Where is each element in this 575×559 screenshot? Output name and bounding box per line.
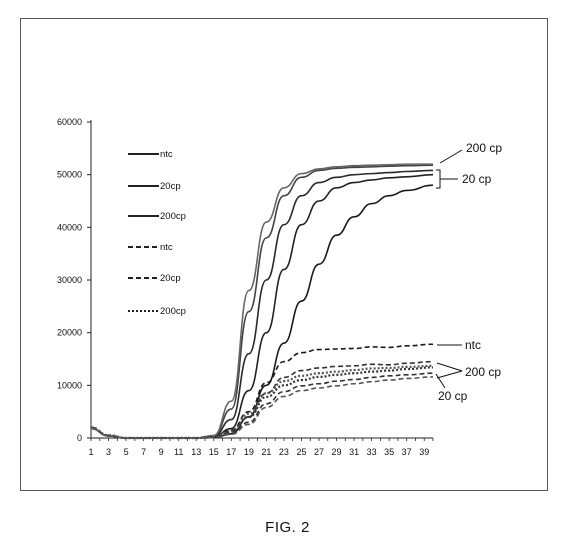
y-tick-label: 20000 [57,328,82,338]
x-tick-label: 39 [419,447,429,457]
x-tick-label: 31 [349,447,359,457]
x-tick-label: 13 [191,447,201,457]
annotation-bracket [436,170,440,188]
annotation-label: 200 cp [466,141,502,155]
annotation-label: 20 cp [462,172,492,186]
series-line-20cp-dash [91,373,433,438]
x-tick-label: 11 [174,447,183,457]
y-tick-label: 10000 [57,380,82,390]
legend-label: 200cp [160,306,186,317]
annotation-arrow [440,150,462,163]
x-tick-label: 35 [384,447,394,457]
x-tick-label: 23 [279,447,289,457]
y-tick-label: 60000 [57,117,82,127]
legend-label: 200cp [160,211,186,222]
series-line-200cp-dot [91,367,433,438]
x-tick-label: 1 [88,447,93,457]
y-tick-label: 30000 [57,275,82,285]
x-tick-label: 37 [402,447,412,457]
annotation-arrow [437,371,462,378]
series-line-20cp-solid [91,170,433,438]
annotation-label: 20 cp [438,389,468,403]
figure-caption: FIG. 2 [0,519,575,536]
legend-label: ntc [160,149,173,160]
x-tick-label: 25 [296,447,306,457]
legend-label: 20cp [160,273,181,284]
series-line-ntc-dash [91,344,433,438]
x-tick-label: 21 [261,447,271,457]
x-tick-label: 3 [106,447,111,457]
annotation-label: ntc [465,338,481,352]
x-tick-label: 9 [159,447,164,457]
series-line-20cp-solid [91,175,433,438]
x-tick-label: 19 [244,447,254,457]
x-tick-label: 15 [209,447,219,457]
y-tick-label: 50000 [57,170,82,180]
legend-label: 20cp [160,181,181,192]
annotation-label: 200 cp [465,365,501,379]
x-tick-label: 29 [332,447,342,457]
x-tick-label: 17 [226,447,236,457]
series-line-ntc-dash [91,362,433,438]
y-tick-label: 40000 [57,222,82,232]
y-tick-label: 0 [77,433,82,443]
legend-label: ntc [160,242,173,253]
series-line-ntc-solid [91,185,433,438]
annotation-arrow [437,363,462,371]
x-tick-label: 27 [314,447,324,457]
x-tick-label: 7 [141,447,146,457]
x-tick-label: 5 [124,447,129,457]
x-tick-label: 33 [367,447,377,457]
